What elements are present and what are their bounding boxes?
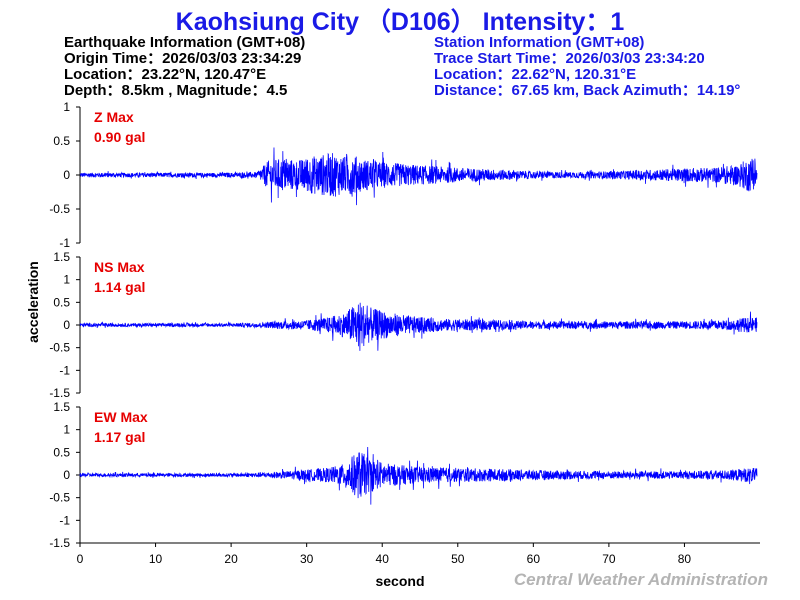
x-tick-label: 80 — [678, 552, 692, 566]
y-tick-label: -1.5 — [49, 536, 70, 550]
y-tick-label: 0 — [63, 168, 70, 182]
station-info: Station Information (GMT+08) Trace Start… — [434, 35, 740, 99]
x-tick-label: 60 — [527, 552, 541, 566]
x-tick-label: 50 — [451, 552, 465, 566]
y-tick-label: -1 — [59, 513, 70, 527]
y-tick-label: 1 — [63, 100, 70, 114]
origin-time: Origin Time：2026/03/03 23:34:29 — [64, 50, 302, 67]
y-axis-label: acceleration — [25, 261, 41, 343]
depth-magnitude: Depth：8.5km , Magnitude：4.5 — [64, 82, 288, 99]
y-tick-label: -0.5 — [49, 491, 70, 505]
y-tick-label: 1 — [63, 273, 70, 287]
trace-start-time: Trace Start Time：2026/03/03 23:34:20 — [434, 50, 705, 67]
y-tick-label: 1.5 — [53, 400, 70, 414]
x-tick-label: 20 — [224, 552, 238, 566]
y-tick-label: -1 — [59, 236, 70, 250]
credit-text: Central Weather Administration — [513, 570, 768, 589]
y-tick-label: 0 — [63, 468, 70, 482]
x-tick-label: 70 — [602, 552, 616, 566]
x-tick-label: 0 — [77, 552, 84, 566]
y-tick-label: -0.5 — [49, 202, 70, 216]
max-label-z: Z Max — [94, 109, 134, 125]
station-distance: Distance：67.65 km, Back Azimuth：14.19° — [434, 82, 741, 99]
x-tick-label: 30 — [300, 552, 314, 566]
trace-ew — [79, 447, 758, 505]
earthquake-info-heading: Earthquake Information (GMT+08) — [64, 34, 306, 51]
x-axis-label: second — [375, 573, 424, 589]
max-value-ns: 1.14 gal — [94, 279, 145, 295]
trace-ns — [79, 302, 758, 351]
y-tick-label: 0.5 — [53, 295, 70, 309]
x-tick-label: 40 — [376, 552, 390, 566]
y-tick-label: 0.5 — [53, 134, 70, 148]
y-tick-label: 0.5 — [53, 445, 70, 459]
trace-z — [79, 147, 758, 206]
epicenter-location: Location：23.22°N, 120.47°E — [64, 66, 267, 83]
y-tick-label: -0.5 — [49, 341, 70, 355]
station-info-heading: Station Information (GMT+08) — [434, 34, 645, 51]
x-tick-label: 10 — [149, 552, 163, 566]
max-value-ew: 1.17 gal — [94, 429, 145, 445]
y-tick-label: 1.5 — [53, 250, 70, 264]
y-tick-label: 0 — [63, 318, 70, 332]
station-location: Location：22.62°N, 120.31°E — [434, 66, 637, 83]
max-value-z: 0.90 gal — [94, 129, 145, 145]
y-tick-label: 1 — [63, 423, 70, 437]
y-tick-label: -1 — [59, 363, 70, 377]
chart-title: Kaohsiung City （D106） Intensity：1 — [175, 8, 625, 36]
max-label-ew: EW Max — [94, 409, 148, 425]
max-label-ns: NS Max — [94, 259, 145, 275]
earthquake-info: Earthquake Information (GMT+08) Origin T… — [64, 35, 305, 99]
y-tick-label: -1.5 — [49, 386, 70, 400]
